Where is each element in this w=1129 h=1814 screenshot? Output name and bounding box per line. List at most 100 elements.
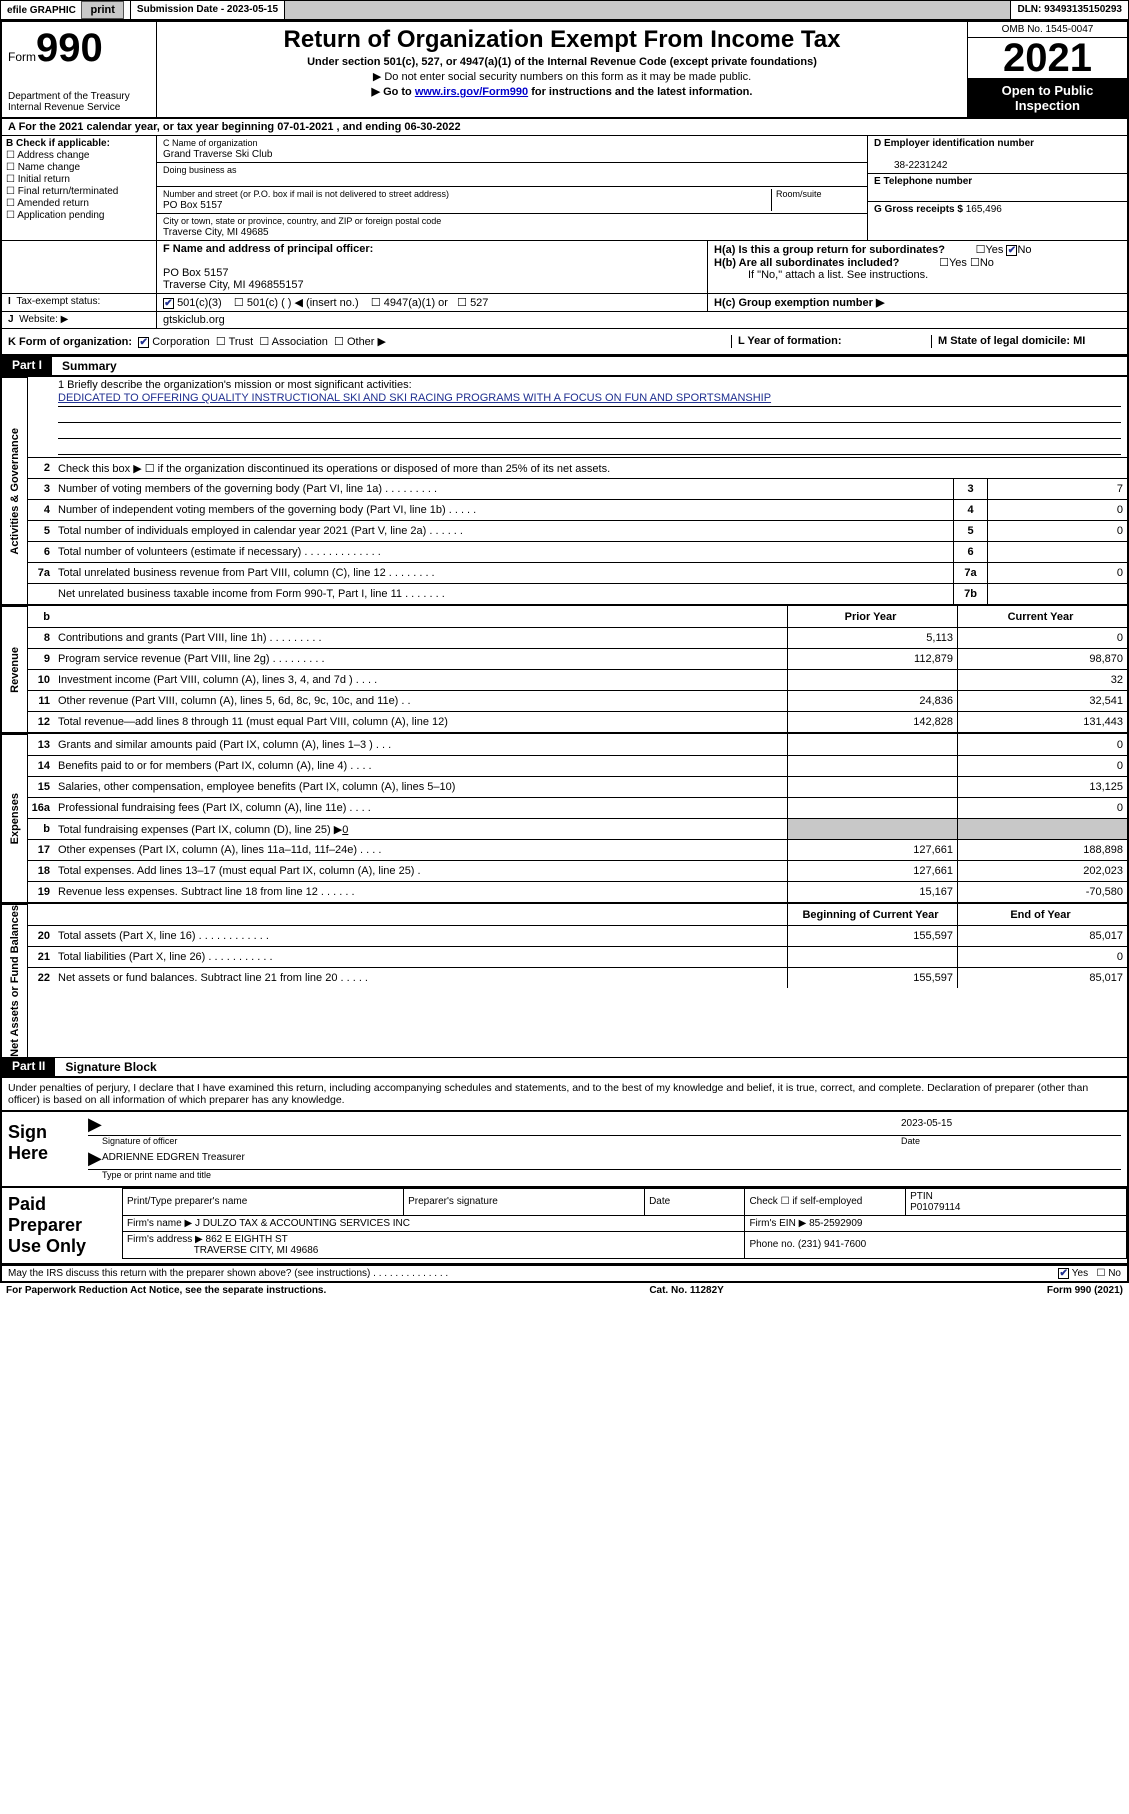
part1-header: Part I Summary (2, 356, 1127, 377)
part2-title: Signature Block (55, 1057, 1127, 1077)
street-address: PO Box 5157 (163, 200, 222, 211)
dln: DLN: 93493135150293 (1011, 1, 1128, 19)
efile-topbar: efile GRAPHIC print Submission Date - 20… (0, 0, 1129, 20)
sig-officer-label: Signature of officer (88, 1136, 901, 1146)
line13-label: Grants and similar amounts paid (Part IX… (54, 739, 787, 751)
line11-label: Other revenue (Part VIII, column (A), li… (54, 695, 787, 707)
line14-label: Benefits paid to or for members (Part IX… (54, 760, 787, 772)
l20-cy: 85,017 (957, 926, 1127, 946)
l13-py (787, 734, 957, 755)
l16b-cy (957, 819, 1127, 839)
ptin-cell: PTINP01079114 (906, 1188, 1127, 1215)
mission-text: DEDICATED TO OFFERING QUALITY INSTRUCTIO… (58, 392, 771, 404)
chk-corporation[interactable] (138, 337, 149, 348)
vlabel-governance: Activities & Governance (2, 377, 28, 604)
line16b-label: Total fundraising expenses (Part IX, col… (54, 823, 787, 836)
paid-preparer-label: Paid Preparer Use Only (2, 1188, 122, 1263)
l12-cy: 131,443 (957, 712, 1127, 732)
sign-here-block: Sign Here ▶ 2023-05-15 Signature of offi… (2, 1110, 1127, 1188)
l13-cy: 0 (957, 734, 1127, 755)
l19-py: 15,167 (787, 882, 957, 902)
line20-label: Total assets (Part X, line 16) . . . . .… (54, 930, 787, 942)
line21-label: Total liabilities (Part X, line 26) . . … (54, 951, 787, 963)
subtitle-1: Under section 501(c), 527, or 4947(a)(1)… (163, 56, 961, 68)
l19-cy: -70,580 (957, 882, 1127, 902)
chk-initial-return[interactable]: ☐ Initial return (6, 174, 152, 185)
officer-addr2: Traverse City, MI 496855157 (163, 279, 304, 291)
l15-cy: 13,125 (957, 777, 1127, 797)
chk-amended-return[interactable]: ☐ Amended return (6, 198, 152, 209)
line6-label: Total number of volunteers (estimate if … (54, 546, 953, 558)
row-k: K Form of organization: Corporation ☐ Tr… (2, 329, 1127, 356)
print-button[interactable]: print (81, 1, 123, 19)
officer-name: ADRIENNE EDGREN Treasurer (102, 1152, 245, 1169)
phone-label: E Telephone number (874, 176, 972, 187)
discuss-yes-checkbox[interactable] (1058, 1268, 1069, 1279)
line7a-label: Total unrelated business revenue from Pa… (54, 567, 953, 579)
chk-name-change[interactable]: ☐ Name change (6, 162, 152, 173)
firm-addr-cell: Firm's address ▶ 862 E EIGHTH ST TRAVERS… (123, 1231, 745, 1258)
line15-label: Salaries, other compensation, employee b… (54, 781, 787, 793)
line1-mission: 1 Briefly describe the organization's mi… (28, 377, 1127, 457)
open-to-public: Open to PublicInspection (968, 78, 1127, 117)
chk-501c3[interactable] (163, 298, 174, 309)
line9-label: Program service revenue (Part VIII, line… (54, 653, 787, 665)
ha-no-checkbox[interactable] (1006, 245, 1017, 256)
summary-netassets: Net Assets or Fund Balances Beginning of… (2, 904, 1127, 1057)
l9-cy: 98,870 (957, 649, 1127, 669)
l18-cy: 202,023 (957, 861, 1127, 881)
l17-cy: 188,898 (957, 840, 1127, 860)
city-label: City or town, state or province, country… (163, 216, 441, 226)
l16a-cy: 0 (957, 798, 1127, 818)
subtitle-3: ▶ Go to www.irs.gov/Form990 for instruct… (163, 85, 961, 98)
line5-label: Total number of individuals employed in … (54, 525, 953, 537)
tax-year: 2021 (968, 38, 1127, 78)
ein-label: D Employer identification number (874, 138, 1034, 149)
arrow-icon: ▶ (88, 1152, 102, 1169)
chk-address-change[interactable]: ☐ Address change (6, 150, 152, 161)
h-b2: If "No," attach a list. See instructions… (714, 269, 1121, 281)
h-b: H(b) Are all subordinates included? ☐Yes… (714, 256, 1121, 269)
l22-py: 155,597 (787, 968, 957, 988)
vlabel-netassets: Net Assets or Fund Balances (2, 904, 28, 1057)
gross-receipts-label: G Gross receipts $ (874, 204, 963, 215)
officer-label: F Name and address of principal officer: (163, 243, 373, 255)
topbar-spacer (285, 1, 1011, 19)
part1-title: Summary (52, 356, 1127, 376)
line16a-label: Professional fundraising fees (Part IX, … (54, 802, 787, 814)
city-value: Traverse City, MI 49685 (163, 227, 269, 238)
org-name: Grand Traverse Ski Club (163, 149, 273, 160)
l20-py: 155,597 (787, 926, 957, 946)
l15-py (787, 777, 957, 797)
l17-py: 127,661 (787, 840, 957, 860)
row-f-h: F Name and address of principal officer:… (2, 241, 1127, 294)
sig-date-label: Date (901, 1136, 1121, 1146)
line7a-value: 0 (987, 563, 1127, 583)
l21-cy: 0 (957, 947, 1127, 967)
line3-value: 7 (987, 479, 1127, 499)
form-ref: Form 990 (2021) (1047, 1285, 1123, 1296)
instructions-link[interactable]: www.irs.gov/Form990 (415, 86, 528, 98)
part2-header: Part II Signature Block (2, 1057, 1127, 1077)
vlabel-revenue: Revenue (2, 606, 28, 732)
website-value: gtskiclub.org (163, 314, 225, 326)
form-title: Return of Organization Exempt From Incom… (163, 26, 961, 54)
submission-date: Submission Date - 2023-05-15 (131, 1, 285, 19)
line8-label: Contributions and grants (Part VIII, lin… (54, 632, 787, 644)
form-label: Form990 (8, 50, 103, 64)
k-label: K Form of organization: (8, 336, 132, 348)
ein-value: 38-2231242 (874, 160, 947, 171)
l22-cy: 85,017 (957, 968, 1127, 988)
chk-application-pending[interactable]: ☐ Application pending (6, 210, 152, 221)
irs-label: Internal Revenue Service (8, 102, 150, 113)
row-j: J Website: ▶ gtskiclub.org (2, 312, 1127, 329)
gross-receipts-value: 165,496 (966, 204, 1002, 215)
current-year-hdr: Current Year (957, 606, 1127, 627)
chk-final-return[interactable]: ☐ Final return/terminated (6, 186, 152, 197)
firm-ein-cell: Firm's EIN ▶ 85-2592909 (745, 1215, 1127, 1231)
l21-py (787, 947, 957, 967)
l8-py: 5,113 (787, 628, 957, 648)
m-state: M State of legal domicile: MI (931, 335, 1121, 348)
perjury-statement: Under penalties of perjury, I declare th… (2, 1077, 1127, 1110)
line4-value: 0 (987, 500, 1127, 520)
